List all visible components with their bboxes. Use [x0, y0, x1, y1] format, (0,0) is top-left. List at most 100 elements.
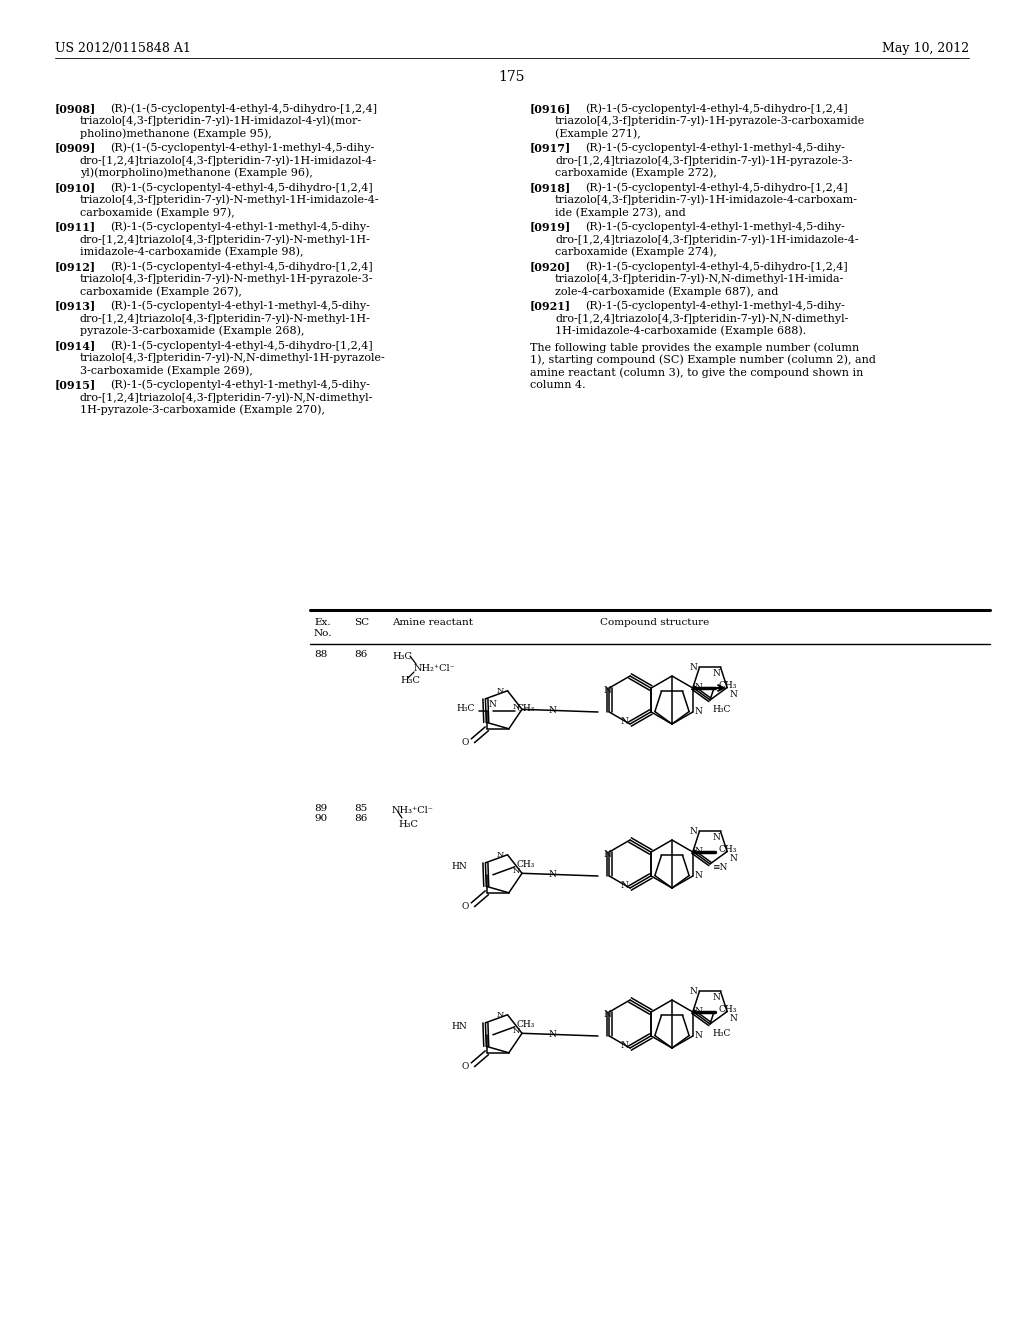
Text: N: N	[695, 708, 702, 717]
Text: 1H-pyrazole-3-carboxamide (Example 270),: 1H-pyrazole-3-carboxamide (Example 270),	[80, 404, 325, 414]
Text: (R)-1-(5-cyclopentyl-4-ethyl-4,5-dihydro-[1,2,4]: (R)-1-(5-cyclopentyl-4-ethyl-4,5-dihydro…	[110, 341, 373, 351]
Text: carboxamide (Example 97),: carboxamide (Example 97),	[80, 207, 234, 218]
Text: CH₃: CH₃	[719, 681, 737, 690]
Text: [0912]: [0912]	[55, 261, 96, 272]
Text: CH₃: CH₃	[719, 1006, 737, 1015]
Text: zole-4-carboxamide (Example 687), and: zole-4-carboxamide (Example 687), and	[555, 286, 778, 297]
Text: Ex.: Ex.	[314, 618, 331, 627]
Text: pholino)methanone (Example 95),: pholino)methanone (Example 95),	[80, 128, 271, 139]
Text: dro-[1,2,4]triazolo[4,3-f]pteridin-7-yl)-N,N-dimethyl-: dro-[1,2,4]triazolo[4,3-f]pteridin-7-yl)…	[555, 313, 848, 323]
Text: H₃C: H₃C	[398, 820, 418, 829]
Text: (R)-(1-(5-cyclopentyl-4-ethyl-1-methyl-4,5-dihy-: (R)-(1-(5-cyclopentyl-4-ethyl-1-methyl-4…	[110, 143, 374, 153]
Text: (R)-1-(5-cyclopentyl-4-ethyl-1-methyl-4,5-dihy-: (R)-1-(5-cyclopentyl-4-ethyl-1-methyl-4,…	[110, 380, 370, 391]
Text: triazolo[4,3-f]pteridin-7-yl)-N-methyl-1H-pyrazole-3-: triazolo[4,3-f]pteridin-7-yl)-N-methyl-1…	[80, 273, 374, 284]
Text: (R)-1-(5-cyclopentyl-4-ethyl-1-methyl-4,5-dihy-: (R)-1-(5-cyclopentyl-4-ethyl-1-methyl-4,…	[585, 301, 845, 312]
Text: [0921]: [0921]	[530, 301, 571, 312]
Text: [0918]: [0918]	[530, 182, 571, 193]
Text: N: N	[695, 1031, 702, 1040]
Text: N: N	[497, 1011, 504, 1019]
Text: N: N	[513, 1027, 520, 1035]
Text: [0909]: [0909]	[55, 143, 96, 153]
Text: HN: HN	[452, 862, 467, 871]
Text: CH₃: CH₃	[517, 705, 536, 713]
Text: (R)-(1-(5-cyclopentyl-4-ethyl-4,5-dihydro-[1,2,4]: (R)-(1-(5-cyclopentyl-4-ethyl-4,5-dihydr…	[110, 103, 377, 114]
Text: 89
90: 89 90	[314, 804, 328, 824]
Text: (R)-1-(5-cyclopentyl-4-ethyl-1-methyl-4,5-dihy-: (R)-1-(5-cyclopentyl-4-ethyl-1-methyl-4,…	[585, 143, 845, 153]
Text: column 4.: column 4.	[530, 380, 586, 389]
Text: ≡N: ≡N	[712, 863, 727, 873]
Text: May 10, 2012: May 10, 2012	[882, 42, 969, 55]
Text: 1), starting compound (SC) Example number (column 2), and: 1), starting compound (SC) Example numbe…	[530, 355, 876, 366]
Text: carboxamide (Example 274),: carboxamide (Example 274),	[555, 247, 717, 257]
Text: triazolo[4,3-f]pteridin-7-yl)-1H-imidazole-4-carboxam-: triazolo[4,3-f]pteridin-7-yl)-1H-imidazo…	[555, 194, 858, 205]
Text: carboxamide (Example 267),: carboxamide (Example 267),	[80, 286, 242, 297]
Text: ide (Example 273), and: ide (Example 273), and	[555, 207, 686, 218]
Text: N: N	[729, 689, 737, 698]
Text: N: N	[513, 704, 520, 711]
Text: [0914]: [0914]	[55, 341, 96, 351]
Text: N: N	[729, 1014, 737, 1023]
Text: CH₃: CH₃	[517, 861, 536, 870]
Text: N: N	[713, 833, 721, 842]
Text: 175: 175	[499, 70, 525, 84]
Text: [0911]: [0911]	[55, 222, 96, 232]
Text: N: N	[513, 867, 520, 875]
Text: [0920]: [0920]	[530, 261, 571, 272]
Text: N: N	[695, 847, 702, 857]
Text: HN: HN	[452, 1022, 467, 1031]
Text: N: N	[497, 686, 504, 694]
Text: amine reactant (column 3), to give the compound shown in: amine reactant (column 3), to give the c…	[530, 367, 863, 378]
Text: (R)-1-(5-cyclopentyl-4-ethyl-4,5-dihydro-[1,2,4]: (R)-1-(5-cyclopentyl-4-ethyl-4,5-dihydro…	[110, 261, 373, 272]
Text: NH₂⁺Cl⁻: NH₂⁺Cl⁻	[414, 664, 456, 673]
Text: N: N	[488, 700, 497, 709]
Text: 85
86: 85 86	[354, 804, 368, 824]
Text: N: N	[497, 851, 504, 859]
Text: O: O	[462, 903, 469, 911]
Text: N: N	[689, 826, 697, 836]
Text: triazolo[4,3-f]pteridin-7-yl)-N-methyl-1H-imidazole-4-: triazolo[4,3-f]pteridin-7-yl)-N-methyl-1…	[80, 194, 380, 205]
Text: The following table provides the example number (column: The following table provides the example…	[530, 342, 859, 352]
Text: dro-[1,2,4]triazolo[4,3-f]pteridin-7-yl)-N-methyl-1H-: dro-[1,2,4]triazolo[4,3-f]pteridin-7-yl)…	[80, 313, 371, 323]
Text: [0916]: [0916]	[530, 103, 571, 114]
Text: dro-[1,2,4]triazolo[4,3-f]pteridin-7-yl)-N,N-dimethyl-: dro-[1,2,4]triazolo[4,3-f]pteridin-7-yl)…	[80, 392, 374, 403]
Text: dro-[1,2,4]triazolo[4,3-f]pteridin-7-yl)-1H-pyrazole-3-: dro-[1,2,4]triazolo[4,3-f]pteridin-7-yl)…	[555, 154, 853, 165]
Text: 88: 88	[314, 649, 328, 659]
Text: N: N	[603, 1010, 611, 1019]
Text: N: N	[603, 850, 611, 859]
Text: Compound structure: Compound structure	[600, 618, 710, 627]
Text: N: N	[621, 1041, 628, 1049]
Text: N: N	[729, 854, 737, 862]
Text: H₃C: H₃C	[392, 652, 412, 661]
Text: triazolo[4,3-f]pteridin-7-yl)-N,N-dimethyl-1H-imida-: triazolo[4,3-f]pteridin-7-yl)-N,N-dimeth…	[555, 273, 845, 284]
Text: 1H-imidazole-4-carboxamide (Example 688).: 1H-imidazole-4-carboxamide (Example 688)…	[555, 326, 806, 337]
Text: imidazole-4-carboxamide (Example 98),: imidazole-4-carboxamide (Example 98),	[80, 247, 303, 257]
Text: NH₃⁺Cl⁻: NH₃⁺Cl⁻	[392, 807, 434, 814]
Text: N: N	[695, 684, 702, 693]
Text: H₃C: H₃C	[712, 1030, 730, 1038]
Text: [0919]: [0919]	[530, 222, 571, 232]
Text: (R)-1-(5-cyclopentyl-4-ethyl-4,5-dihydro-[1,2,4]: (R)-1-(5-cyclopentyl-4-ethyl-4,5-dihydro…	[585, 261, 848, 272]
Text: O: O	[462, 1063, 469, 1072]
Text: carboxamide (Example 272),: carboxamide (Example 272),	[555, 168, 717, 178]
Text: dro-[1,2,4]triazolo[4,3-f]pteridin-7-yl)-1H-imidazole-4-: dro-[1,2,4]triazolo[4,3-f]pteridin-7-yl)…	[555, 234, 859, 244]
Text: [0910]: [0910]	[55, 182, 96, 193]
Text: CH₃: CH₃	[719, 846, 737, 854]
Text: CH₃: CH₃	[517, 1020, 536, 1030]
Text: N: N	[689, 987, 697, 995]
Text: (Example 271),: (Example 271),	[555, 128, 641, 139]
Text: (R)-1-(5-cyclopentyl-4-ethyl-4,5-dihydro-[1,2,4]: (R)-1-(5-cyclopentyl-4-ethyl-4,5-dihydro…	[110, 182, 373, 193]
Text: (R)-1-(5-cyclopentyl-4-ethyl-1-methyl-4,5-dihy-: (R)-1-(5-cyclopentyl-4-ethyl-1-methyl-4,…	[110, 301, 370, 312]
Text: (R)-1-(5-cyclopentyl-4-ethyl-4,5-dihydro-[1,2,4]: (R)-1-(5-cyclopentyl-4-ethyl-4,5-dihydro…	[585, 182, 848, 193]
Text: N: N	[621, 717, 628, 726]
Text: [0913]: [0913]	[55, 301, 96, 312]
Text: No.: No.	[314, 630, 333, 638]
Text: N: N	[689, 663, 697, 672]
Text: N: N	[713, 994, 721, 1002]
Text: triazolo[4,3-f]pteridin-7-yl)-N,N-dimethyl-1H-pyrazole-: triazolo[4,3-f]pteridin-7-yl)-N,N-dimeth…	[80, 352, 386, 363]
Text: H₃C: H₃C	[457, 705, 475, 713]
Text: N: N	[603, 686, 611, 696]
Text: 86: 86	[354, 649, 368, 659]
Text: O: O	[462, 738, 469, 747]
Text: N: N	[621, 880, 628, 890]
Text: triazolo[4,3-f]pteridin-7-yl)-1H-imidazol-4-yl)(mor-: triazolo[4,3-f]pteridin-7-yl)-1H-imidazo…	[80, 116, 362, 127]
